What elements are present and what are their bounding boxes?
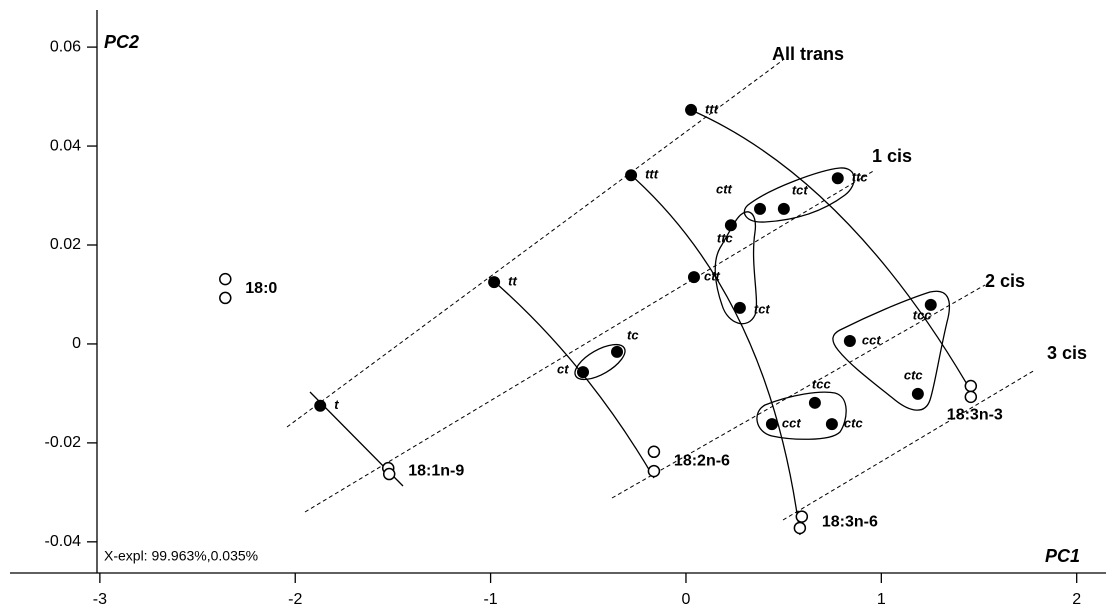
point-label: ttc [717, 231, 734, 246]
isomer-point [611, 345, 624, 358]
isomer-point [825, 418, 838, 431]
parent-point [219, 272, 232, 286]
isomer-point [687, 271, 700, 284]
isomer-point [843, 334, 856, 347]
point-label: tc [627, 327, 639, 342]
isomer-point [777, 202, 790, 215]
annotation: 1 cis [872, 146, 912, 166]
point-label: ctt [704, 269, 721, 284]
point-label: ttt [645, 167, 659, 182]
point-label: tt [508, 274, 517, 289]
x-tick-label: 1 [877, 591, 886, 608]
x-axis-label: PC1 [1045, 546, 1080, 566]
isomer-point [808, 396, 821, 409]
parent-point [647, 464, 661, 478]
isomer-point [685, 103, 698, 116]
point-label: tct [754, 301, 771, 316]
point-label: ct [557, 362, 569, 377]
point-label: ttc [852, 170, 869, 185]
x-tick-label: -3 [93, 591, 107, 608]
enclosures [574, 167, 951, 440]
parent-label: 18:2n-6 [674, 453, 730, 470]
dashed-lines [286, 59, 1036, 521]
parent-label: 18:0 [245, 280, 277, 297]
parent-point [219, 291, 232, 305]
isomer-point [754, 202, 767, 215]
y-tick-label: -0.04 [45, 533, 82, 550]
annotation: 2 cis [985, 271, 1025, 291]
point-label: tcc [812, 376, 832, 391]
point-label: ctt [716, 181, 733, 196]
point-label: cct [862, 332, 881, 347]
annotation: X-expl: 99.963%,0.035% [104, 548, 258, 564]
x-tick-label: 0 [682, 591, 691, 608]
parent-label: 18:3n-6 [822, 514, 878, 531]
y-tick-label: 0 [72, 335, 81, 352]
x-tick-label: -2 [288, 591, 302, 608]
parent-point [647, 445, 661, 459]
parent-label: 18:1n-9 [408, 462, 464, 479]
point-label: ctc [844, 416, 864, 431]
parent-point [795, 510, 809, 523]
point-label: tcc [913, 307, 933, 322]
point-label: ctc [904, 367, 924, 382]
parent-point [964, 379, 978, 393]
isomer-point [724, 219, 737, 232]
y-tick-label: 0.02 [50, 236, 81, 253]
isomer-point [831, 172, 844, 185]
isomer-point [765, 418, 778, 431]
x-tick-label: -1 [483, 591, 497, 608]
parent-point [382, 467, 396, 481]
isomer-point [314, 399, 327, 412]
y-axis-label: PC2 [104, 32, 139, 52]
y-tick-label: 0.04 [50, 137, 81, 154]
x-tick-label: 2 [1072, 591, 1081, 608]
y-tick-label: 0.06 [50, 38, 81, 55]
point-label: t [334, 397, 339, 412]
parent-point [793, 521, 807, 535]
parent-point [964, 390, 978, 404]
point-label: tct [792, 182, 809, 197]
y-tick-label: -0.02 [45, 434, 82, 451]
point-label: cct [782, 416, 801, 431]
isomer-point [577, 366, 590, 379]
isomer-point [488, 276, 501, 289]
annotation: 3 cis [1047, 343, 1087, 363]
annotation: All trans [772, 44, 844, 64]
point-label: ttt [705, 101, 719, 116]
isomer-point [625, 169, 638, 182]
parent-label: 18:3n-3 [947, 407, 1003, 424]
isomer-point [911, 387, 924, 400]
isomer-point [924, 298, 937, 311]
isomer-point [733, 301, 746, 314]
